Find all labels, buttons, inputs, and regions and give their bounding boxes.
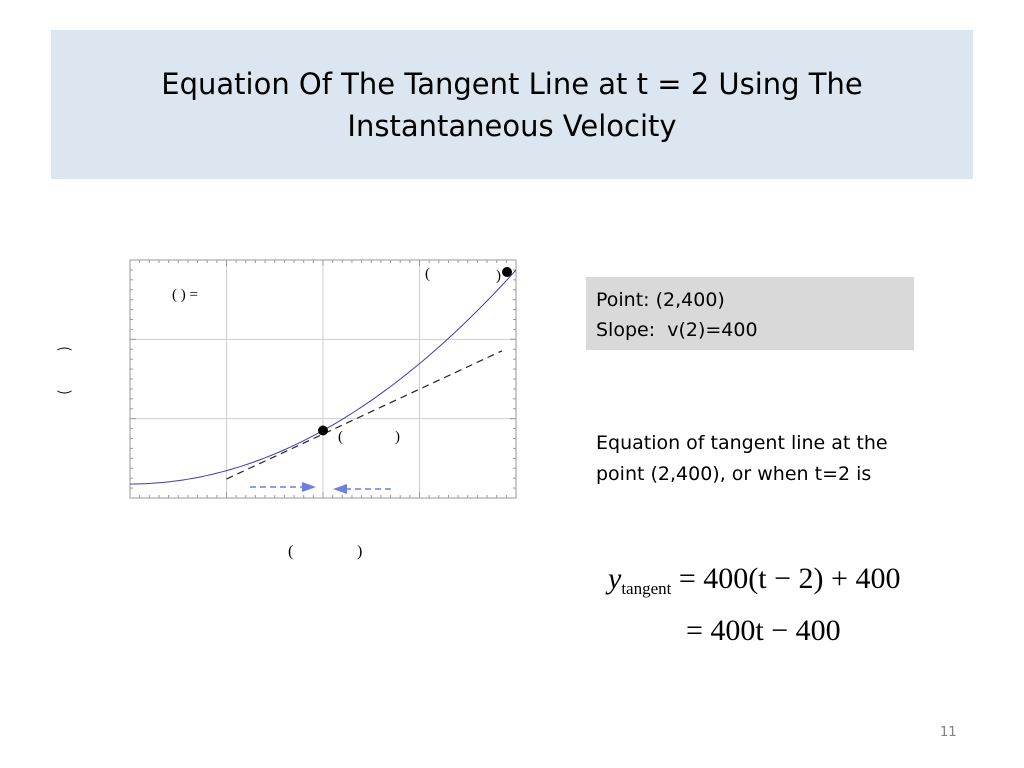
slide-number: 11 xyxy=(940,725,957,740)
mid-point-paren-close: ) xyxy=(395,429,400,445)
equation-variable: y xyxy=(608,562,622,595)
left-arrow-head-icon xyxy=(333,484,347,494)
tangent-description: Equation of tangent line at the point (2… xyxy=(596,432,888,485)
equation-line-2: = 400t − 400 xyxy=(686,614,841,648)
y-axis-label-top: ⁀ xyxy=(57,347,72,366)
point-slope-box: Point: (2,400) Slope: v(2)=400 xyxy=(586,277,914,350)
tangency-point xyxy=(318,425,328,436)
slope-text: Slope: v(2)=400 xyxy=(596,319,758,341)
right-arrow-head-icon xyxy=(302,482,316,492)
slide-title: Equation Of The Tangent Line at t = 2 Us… xyxy=(161,66,863,143)
y-axis-label-bottom: ‿ xyxy=(57,377,72,394)
x-axis-label-open: ( xyxy=(288,543,293,560)
x-axis-label-close: ) xyxy=(357,543,362,560)
tangent-line-graph: ( ) = ( ) ( ) ( ) ⁀ ‿ xyxy=(57,259,517,560)
top-point-paren-close: ) xyxy=(496,268,501,284)
equation-line-1: ytangent = 400(t − 2) + 400 xyxy=(608,562,900,599)
equation-rhs-2: = 400t − 400 xyxy=(686,614,841,647)
mid-point-paren-open: ( xyxy=(338,429,343,445)
title-band: Equation Of The Tangent Line at t = 2 Us… xyxy=(51,30,973,179)
end-point xyxy=(502,267,512,277)
tangent-line xyxy=(226,350,503,480)
function-label: ( ) = xyxy=(172,287,198,303)
point-text: Point: (2,400) xyxy=(596,289,725,311)
equation-rhs-1: = 400(t − 2) + 400 xyxy=(678,562,901,595)
equation-subscript: tangent xyxy=(621,579,672,598)
top-point-paren-open: ( xyxy=(425,266,430,282)
